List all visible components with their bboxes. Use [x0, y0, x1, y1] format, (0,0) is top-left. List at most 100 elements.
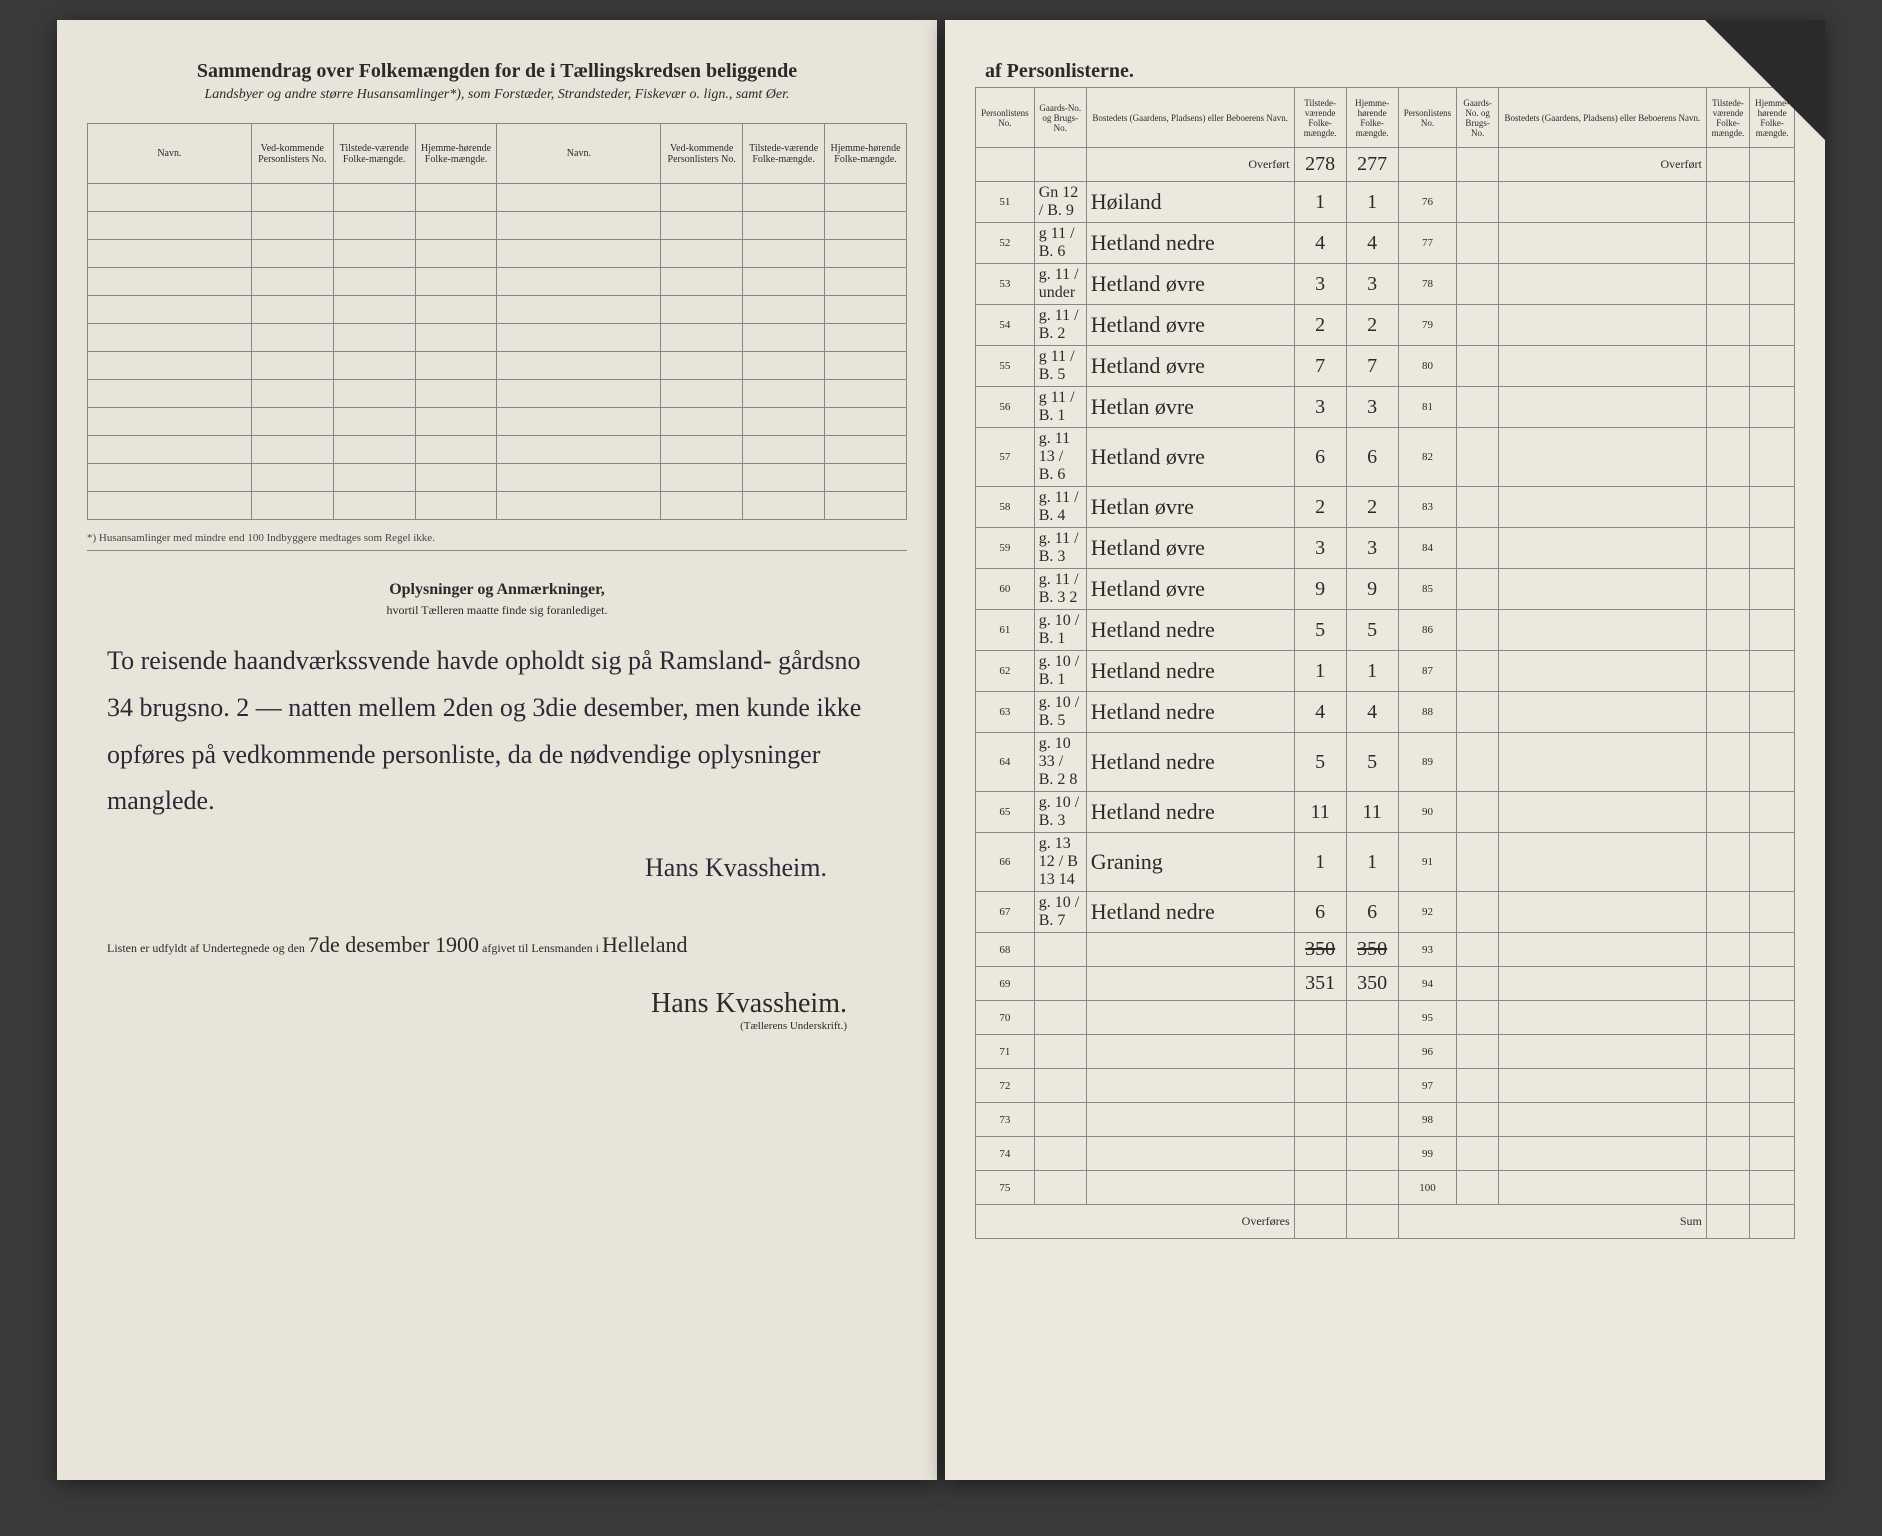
summary-row: [88, 464, 907, 492]
cell-name: Høiland: [1086, 182, 1294, 223]
cell-no: 60: [976, 569, 1035, 610]
cell-no2: 83: [1398, 487, 1457, 528]
cell-v2: 2: [1346, 487, 1398, 528]
cell-no2: 95: [1398, 1001, 1457, 1035]
cell-no: 70: [976, 1001, 1035, 1035]
table-row: 55g 11 / B. 5Hetland øvre7780: [976, 346, 1795, 387]
summary-row: [88, 212, 907, 240]
cell-v1: 1: [1294, 833, 1346, 892]
table-row: 65g. 10 / B. 3Hetland nedre111190: [976, 792, 1795, 833]
overfores-row: Overføres Sum: [976, 1205, 1795, 1239]
cell-v1: 2: [1294, 305, 1346, 346]
cell-v2: 6: [1346, 428, 1398, 487]
cell-no2: 93: [1398, 933, 1457, 967]
cell-v2: [1346, 1001, 1398, 1035]
cell-no2: 84: [1398, 528, 1457, 569]
cell-v1: 6: [1294, 428, 1346, 487]
cell-no: 59: [976, 528, 1035, 569]
cell-no: 68: [976, 933, 1035, 967]
corner-fold: [1705, 20, 1825, 140]
col-personlisters-2: Ved-kommende Personlisters No.: [661, 124, 743, 184]
tellers-label: (Tællerens Underskrift.): [740, 1020, 847, 1032]
cell-no2: 76: [1398, 182, 1457, 223]
cell-no: 75: [976, 1171, 1035, 1205]
overfort-v1: 278: [1294, 148, 1346, 182]
table-row: 66g. 13 12 / B 13 14Graning1191: [976, 833, 1795, 892]
cell-v2: 4: [1346, 223, 1398, 264]
right-heading: af Personlisterne.: [975, 60, 1795, 83]
overfort-label2: Overført: [1498, 148, 1706, 182]
cell-v2: 5: [1346, 733, 1398, 792]
summary-row: [88, 324, 907, 352]
cell-v2: 6: [1346, 892, 1398, 933]
table-row: 51Gn 12 / B. 9Høiland1176: [976, 182, 1795, 223]
signed-mid: afgivet til Lensmanden i: [482, 941, 599, 955]
cell-v1: [1294, 1001, 1346, 1035]
table-row: 59g. 11 / B. 3Hetland øvre3384: [976, 528, 1795, 569]
cell-no: 58: [976, 487, 1035, 528]
signed-line: Listen er udfyldt af Undertegnede og den…: [87, 932, 907, 958]
table-row: 72 97: [976, 1069, 1795, 1103]
cell-no: 54: [976, 305, 1035, 346]
cell-v1: 1: [1294, 651, 1346, 692]
cell-gn: g. 11 / B. 2: [1034, 305, 1086, 346]
cell-no2: 82: [1398, 428, 1457, 487]
cell-no: 74: [976, 1137, 1035, 1171]
cell-no: 52: [976, 223, 1035, 264]
cell-no2: 90: [1398, 792, 1457, 833]
cell-no: 57: [976, 428, 1035, 487]
overfores-label: Overføres: [976, 1205, 1295, 1239]
col-tilstede-2: Tilstede-værende Folke-mængde.: [743, 124, 825, 184]
cell-v2: 350: [1346, 933, 1398, 967]
table-row: 57g. 11 13 / B. 6Hetland øvre6682: [976, 428, 1795, 487]
cell-name: Hetland øvre: [1086, 569, 1294, 610]
cell-no: 72: [976, 1069, 1035, 1103]
cell-no2: 88: [1398, 692, 1457, 733]
cell-gn: g 11 / B. 5: [1034, 346, 1086, 387]
handwritten-signature: Hans Kvassheim.: [87, 845, 907, 892]
summary-row: [88, 240, 907, 268]
cell-v1: [1294, 1103, 1346, 1137]
cell-v1: 3: [1294, 528, 1346, 569]
cell-no2: 79: [1398, 305, 1457, 346]
cell-no2: 98: [1398, 1103, 1457, 1137]
cell-name: Hetland øvre: [1086, 264, 1294, 305]
cell-no2: 80: [1398, 346, 1457, 387]
divider: [87, 550, 907, 551]
cell-v1: [1294, 1069, 1346, 1103]
cell-v1: 1: [1294, 182, 1346, 223]
table-row: 62g. 10 / B. 1Hetland nedre1187: [976, 651, 1795, 692]
cell-v1: [1294, 1035, 1346, 1069]
cell-name: Hetland nedre: [1086, 792, 1294, 833]
cell-v1: 11: [1294, 792, 1346, 833]
cell-no: 62: [976, 651, 1035, 692]
cell-no: 64: [976, 733, 1035, 792]
cell-name: Hetland øvre: [1086, 346, 1294, 387]
cell-name: Hetland øvre: [1086, 428, 1294, 487]
cell-v1: 2: [1294, 487, 1346, 528]
summary-row: [88, 492, 907, 520]
col-personlisters-1: Ved-kommende Personlisters No.: [251, 124, 333, 184]
table-row: 56g 11 / B. 1Hetlan øvre3381: [976, 387, 1795, 428]
cell-v2: 11: [1346, 792, 1398, 833]
table-row: 63g. 10 / B. 5Hetland nedre4488: [976, 692, 1795, 733]
cell-no2: 85: [1398, 569, 1457, 610]
cell-v1: [1294, 1137, 1346, 1171]
cell-name: Hetland nedre: [1086, 651, 1294, 692]
handwritten-remarks: To reisende haandværkssvende havde ophol…: [87, 638, 907, 825]
cell-gn: g. 11 13 / B. 6: [1034, 428, 1086, 487]
cell-name: Hetland øvre: [1086, 305, 1294, 346]
cell-v1: 351: [1294, 967, 1346, 1001]
table-row: 64g. 10 33 / B. 2 8Hetland nedre5589: [976, 733, 1795, 792]
cell-no: 66: [976, 833, 1035, 892]
cell-no: 61: [976, 610, 1035, 651]
table-row: 7398: [976, 1103, 1795, 1137]
cell-no2: 97: [1398, 1069, 1457, 1103]
cell-gn: g 11 / B. 1: [1034, 387, 1086, 428]
summary-row: [88, 436, 907, 464]
summary-row: [88, 352, 907, 380]
table-row: 7499: [976, 1137, 1795, 1171]
col-navn-2: Navn.: [497, 124, 661, 184]
cell-v2: 1: [1346, 833, 1398, 892]
cell-v2: 1: [1346, 182, 1398, 223]
